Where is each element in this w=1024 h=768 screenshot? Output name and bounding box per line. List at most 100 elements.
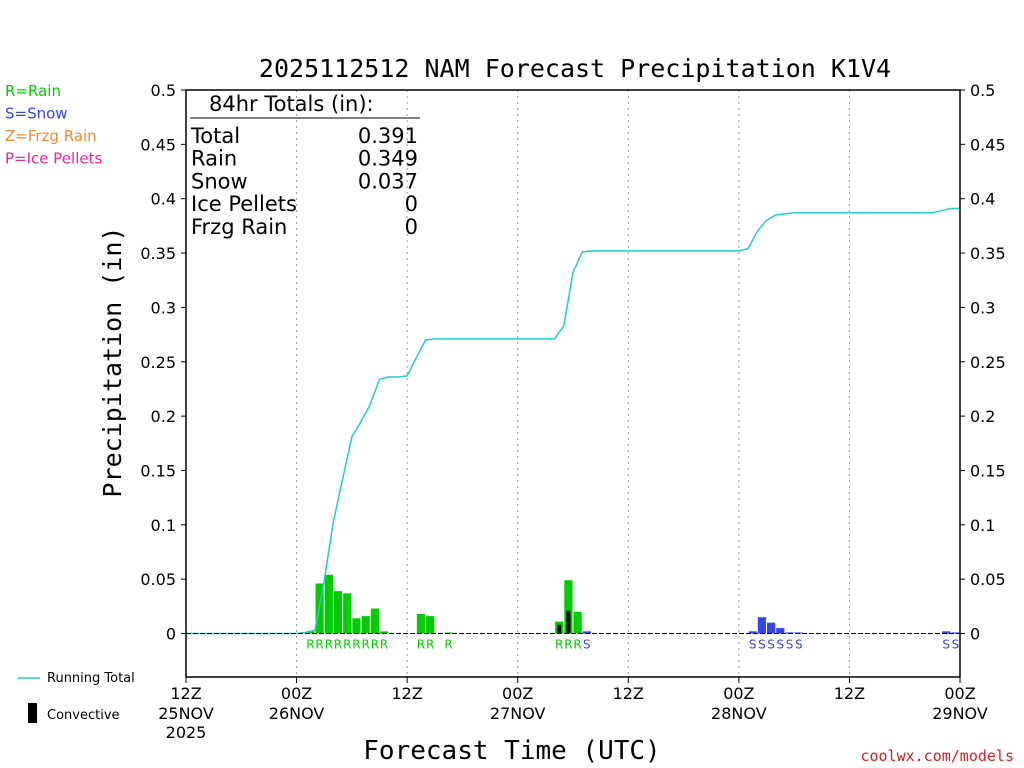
precip-type-label: S [749, 638, 757, 652]
y-tick-label-left: 0.4 [151, 190, 176, 209]
y-tick-label-right: 0.45 [970, 135, 1006, 154]
y-tick-label-left: 0.35 [140, 244, 176, 263]
type-legend-item: P=Ice Pellets [5, 150, 102, 168]
rain-bar [370, 608, 379, 634]
precip-type-label: S [583, 638, 591, 652]
x-tick-date: 26NOV [269, 704, 325, 723]
rain-bar [352, 618, 361, 634]
totals-label: Ice Pellets [191, 192, 297, 216]
y-tick-label-left: 0.25 [140, 353, 176, 372]
snow-bar [767, 622, 776, 634]
rain-bar [324, 574, 333, 634]
y-tick-label-left: 0.3 [151, 298, 176, 317]
type-legend-item: R=Rain [5, 82, 61, 100]
x-tick-time: 12Z [834, 684, 865, 703]
running-total-line [186, 207, 960, 635]
totals-label: Snow [191, 169, 248, 193]
snow-bar [748, 631, 757, 634]
convective-legend-label: Convective [47, 708, 120, 723]
x-tick-time: 00Z [502, 684, 533, 703]
convective-bar [557, 624, 562, 634]
x-tick-time: 00Z [944, 684, 975, 703]
x-tick-date: 27NOV [490, 704, 546, 723]
rain-bar [343, 593, 352, 634]
bars-layer [306, 574, 960, 634]
y-tick-label-right: 0.2 [970, 407, 995, 426]
precip-type-label: S [767, 638, 775, 652]
snow-bar [785, 632, 794, 634]
precip-type-label: S [758, 638, 766, 652]
precip-type-label: S [942, 638, 950, 652]
precip-type-label: R [426, 638, 434, 652]
running-total-legend-label: Running Total [47, 671, 135, 686]
convective-legend-swatch [28, 703, 37, 723]
rain-bar [361, 616, 370, 634]
x-tick-year: 2025 [166, 723, 207, 742]
y-tick-label-left: 0.2 [151, 407, 176, 426]
y-tick-label-right: 0.4 [970, 190, 995, 209]
y-tick-label-left: 0.45 [140, 135, 176, 154]
snow-bar [942, 631, 951, 634]
totals-header: 84hr Totals (in): [209, 92, 374, 116]
y-tick-label-left: 0.1 [151, 516, 176, 535]
running-total-layer [186, 207, 960, 635]
x-tick-time: 12Z [391, 684, 422, 703]
totals-label: Frzg Rain [191, 215, 287, 239]
snow-bar [757, 617, 766, 634]
rain-bar [333, 591, 343, 634]
y-tick-label-right: 0.35 [970, 244, 1006, 263]
x-tick-time: 00Z [281, 684, 312, 703]
snow-bar [776, 628, 785, 634]
precip-type-label: S [795, 638, 803, 652]
type-legend-item: Z=Frzg Rain [5, 127, 97, 145]
y-tick-label-left: 0.5 [151, 81, 176, 100]
snow-bar [794, 632, 803, 634]
totals-value: 0 [405, 215, 418, 239]
x-tick-date: 29NOV [932, 704, 988, 723]
y-tick-label-right: 0.15 [970, 461, 1006, 480]
totals-box: 84hr Totals (in): Total 0.391 Rain 0.349 Sno… [190, 92, 420, 239]
precip-type-label: S [952, 638, 960, 652]
precip-type-label: R [352, 638, 360, 652]
totals-value: 0.037 [358, 169, 418, 193]
snow-bar [582, 631, 591, 634]
x-tick-date: 28NOV [711, 704, 767, 723]
rain-bar [380, 631, 389, 634]
y-tick-label-right: 0.25 [970, 353, 1006, 372]
watermark: coolwx.com/models [860, 747, 1014, 765]
rain-bar [306, 631, 315, 634]
y-tick-label-right: 0.05 [970, 570, 1006, 589]
y-tick-label-right: 0.1 [970, 516, 995, 535]
totals-value: 0 [405, 192, 418, 216]
precip-type-label: R [444, 638, 452, 652]
totals-label: Total [190, 124, 240, 148]
precip-type-label: R [417, 638, 425, 652]
bottom-legend: Running Total Convective [18, 671, 135, 723]
convective-bar [566, 610, 571, 634]
precip-type-label: R [362, 638, 370, 652]
totals-label: Rain [191, 147, 237, 171]
type-legend-item: S=Snow [5, 105, 68, 123]
precip-type-label: R [564, 638, 572, 652]
rain-bar [444, 632, 453, 634]
rain-bar [564, 580, 573, 634]
y-tick-label-right: 0 [970, 625, 980, 644]
y-tick-label-left: 0.05 [140, 570, 176, 589]
precip-type-label: R [315, 638, 323, 652]
rain-bar [416, 613, 426, 634]
y-tick-label-left: 0 [166, 625, 176, 644]
precip-type-label: R [343, 638, 351, 652]
x-axis-label: Forecast Time (UTC) [363, 736, 660, 766]
x-tick-date: 25NOV [158, 704, 214, 723]
precip-type-label: R [306, 638, 314, 652]
precip-type-label: R [380, 638, 388, 652]
totals-value: 0.349 [358, 147, 418, 171]
totals-value: 0.391 [358, 124, 418, 148]
rain-bar [426, 616, 435, 634]
x-tick-time: 00Z [723, 684, 754, 703]
precip-type-label: R [371, 638, 379, 652]
y-tick-label-right: 0.3 [970, 298, 995, 317]
totals-rows: Total 0.391 Rain 0.349 Snow 0.037 Ice Pellets 0… [190, 124, 418, 239]
